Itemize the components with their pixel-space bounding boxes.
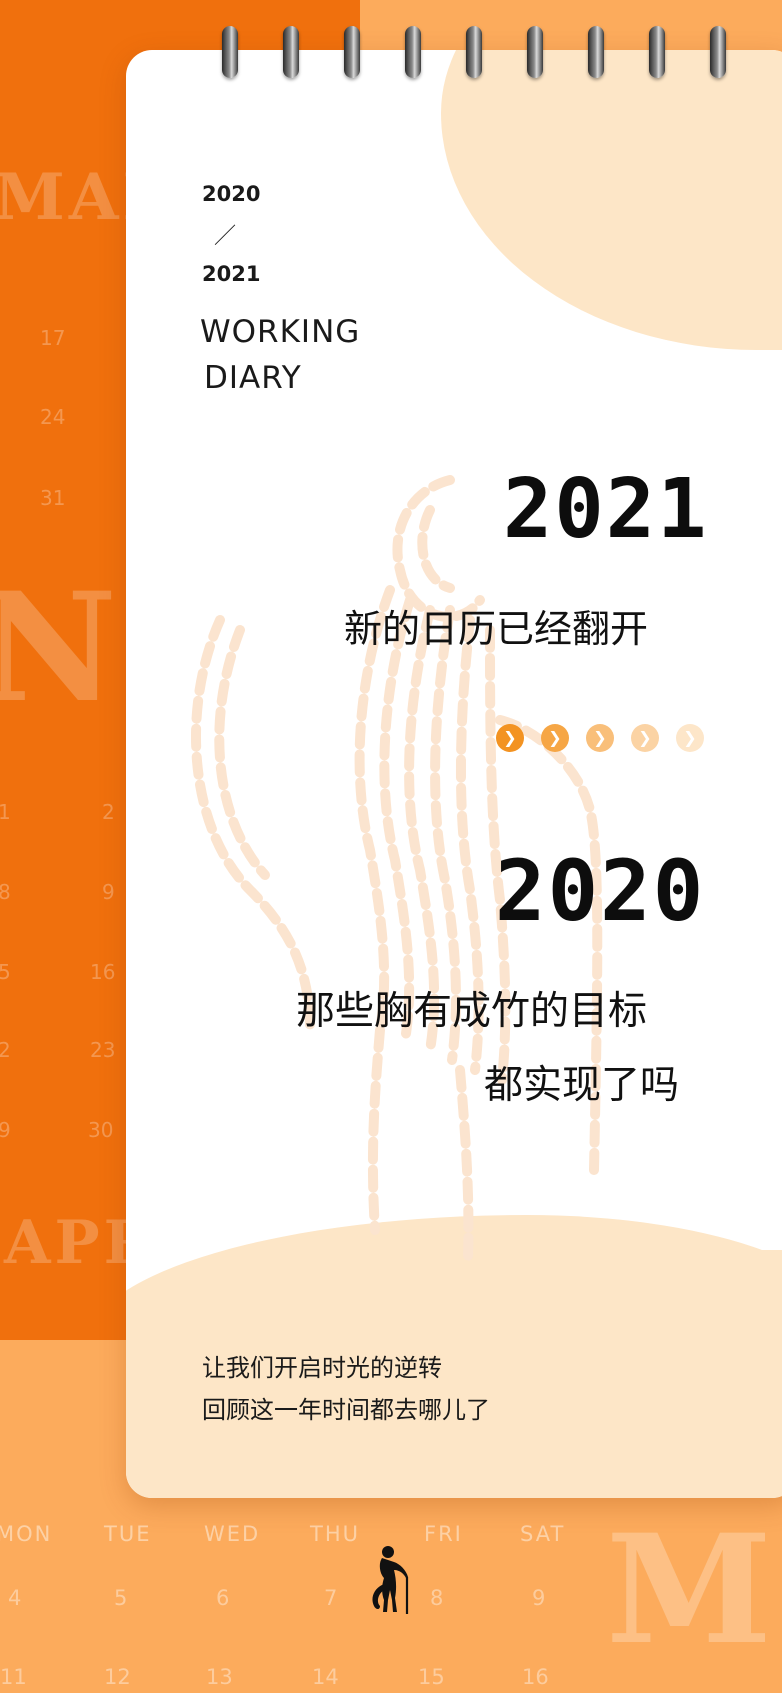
chevron-right-icon: ❯: [496, 724, 524, 752]
bg-date: 16: [522, 1665, 549, 1689]
bg-weekday: MON: [0, 1522, 53, 1546]
bg-date: 16: [90, 960, 116, 984]
bg-date: 8: [430, 1586, 444, 1610]
bg-date: 14: [312, 1665, 339, 1689]
bg-date: 2: [0, 1038, 11, 1062]
ring-icon: [588, 26, 604, 78]
year-to: 2021: [202, 262, 261, 286]
bg-date: 31: [40, 486, 66, 510]
spiral-binding: [216, 26, 736, 86]
chevron-right-icon: ❯: [631, 724, 659, 752]
bg-weekday: THU: [310, 1522, 360, 1546]
bg-weekday: WED: [204, 1522, 261, 1546]
bg-date: 6: [216, 1586, 230, 1610]
question-line-2: 都实现了吗: [484, 1063, 680, 1108]
bg-weekday: TUE: [104, 1522, 152, 1546]
chevron-right-icon: ❯: [586, 724, 614, 752]
bg-weekday: SAT: [520, 1522, 566, 1546]
calendar-card: [126, 50, 782, 1498]
ring-icon: [344, 26, 360, 78]
ring-icon: [466, 26, 482, 78]
footer-line-1: 让我们开启时光的逆转: [202, 1354, 442, 1382]
bg-date: 7: [324, 1586, 338, 1610]
ring-icon: [527, 26, 543, 78]
bg-date: 9: [102, 880, 115, 904]
bg-date: 17: [40, 326, 66, 350]
bg-date: 8: [0, 880, 11, 904]
bg-date: 23: [90, 1038, 116, 1062]
bg-date: 4: [8, 1586, 22, 1610]
year-new: 2021: [503, 462, 709, 557]
card-bottom-shape: [546, 1250, 782, 1410]
bg-date: 13: [206, 1665, 233, 1689]
bg-date: 1: [0, 800, 11, 824]
bg-date: 11: [0, 1665, 27, 1689]
title-diary: DIARY: [204, 360, 302, 396]
footer-line-2: 回顾这一年时间都去哪儿了: [202, 1396, 490, 1424]
bg-date: 15: [418, 1665, 445, 1689]
bg-month-m: M: [606, 1502, 777, 1678]
year-from: 2020: [202, 182, 261, 206]
ring-icon: [649, 26, 665, 78]
bg-date: 5: [114, 1586, 128, 1610]
chevron-right-icon: ❯: [676, 724, 704, 752]
bg-date: 2: [102, 800, 115, 824]
bg-date: 12: [104, 1665, 131, 1689]
monkey-icon: [372, 1546, 409, 1614]
bg-date: 9: [532, 1586, 546, 1610]
bg-weekday: FRI: [424, 1522, 463, 1546]
bg-date: 30: [88, 1118, 114, 1142]
card-top-shape: [441, 50, 782, 350]
bg-date: 24: [40, 405, 66, 429]
bg-date: 9: [0, 1118, 11, 1142]
ring-icon: [710, 26, 726, 78]
subtitle-new: 新的日历已经翻开: [344, 607, 649, 651]
title-working: WORKING: [200, 314, 361, 350]
question-line-1: 那些胸有成竹的目标: [296, 989, 648, 1034]
ring-icon: [283, 26, 299, 78]
bg-date: 5: [0, 960, 11, 984]
ring-icon: [405, 26, 421, 78]
year-separator: ／: [214, 224, 237, 249]
chevron-right-icon: ❯: [541, 724, 569, 752]
ring-icon: [222, 26, 238, 78]
year-old: 2020: [495, 842, 706, 940]
